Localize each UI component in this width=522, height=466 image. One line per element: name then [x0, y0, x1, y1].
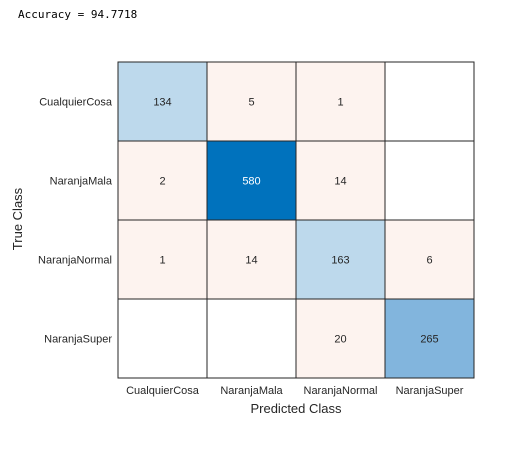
y-tick-label: NaranjaNormal: [38, 255, 112, 267]
matrix-cell: [295, 61, 386, 142]
matrix-cell: [384, 61, 475, 142]
matrix-cell: [206, 61, 297, 142]
matrix-cell: [117, 219, 208, 300]
matrix-cell: [384, 298, 475, 379]
cell-value-label: 1: [159, 255, 165, 267]
cell-value-label: 5: [248, 97, 254, 109]
matrix-cell: [117, 298, 208, 379]
x-tick-label: NaranjaNormal: [304, 385, 378, 397]
cell-value-label: 1: [337, 97, 343, 109]
x-tick-label: CualquierCosa: [126, 385, 200, 397]
cell-value-label: 14: [245, 255, 257, 267]
cell-value-label: 6: [426, 255, 432, 267]
y-tick-label: NaranjaMala: [50, 176, 113, 188]
x-tick-label: NaranjaMala: [220, 385, 283, 397]
x-tick-label: NaranjaSuper: [396, 385, 464, 397]
y-tick-label: NaranjaSuper: [44, 334, 112, 346]
matrix-cell: [206, 219, 297, 300]
cell-value-label: 14: [334, 176, 346, 188]
cell-value-label: 2: [159, 176, 165, 188]
cell-value-label: 134: [153, 97, 171, 109]
matrix-cells: 134 5 1 2 580 14 1 14 163 6 20 265: [117, 61, 475, 379]
cell-value-label: 20: [334, 334, 346, 346]
y-tick-labels: CualquierCosa NaranjaMala NaranjaNormal Nar…: [38, 97, 113, 346]
matrix-cell: [295, 219, 386, 300]
cell-value-label: 163: [331, 255, 349, 267]
y-axis-label: True Class: [10, 187, 25, 250]
accuracy-output: Accuracy = 94.7718: [18, 8, 138, 21]
matrix-cell: [384, 140, 475, 221]
x-axis-label: Predicted Class: [250, 401, 342, 416]
x-tick-labels: CualquierCosa NaranjaMala NaranjaNormal Nar…: [126, 385, 464, 397]
cell-value-label: 265: [420, 334, 438, 346]
cell-value-label: 580: [242, 176, 260, 188]
y-tick-label: CualquierCosa: [39, 97, 113, 109]
matrix-cell: [206, 298, 297, 379]
matrix-cell: [117, 61, 208, 142]
